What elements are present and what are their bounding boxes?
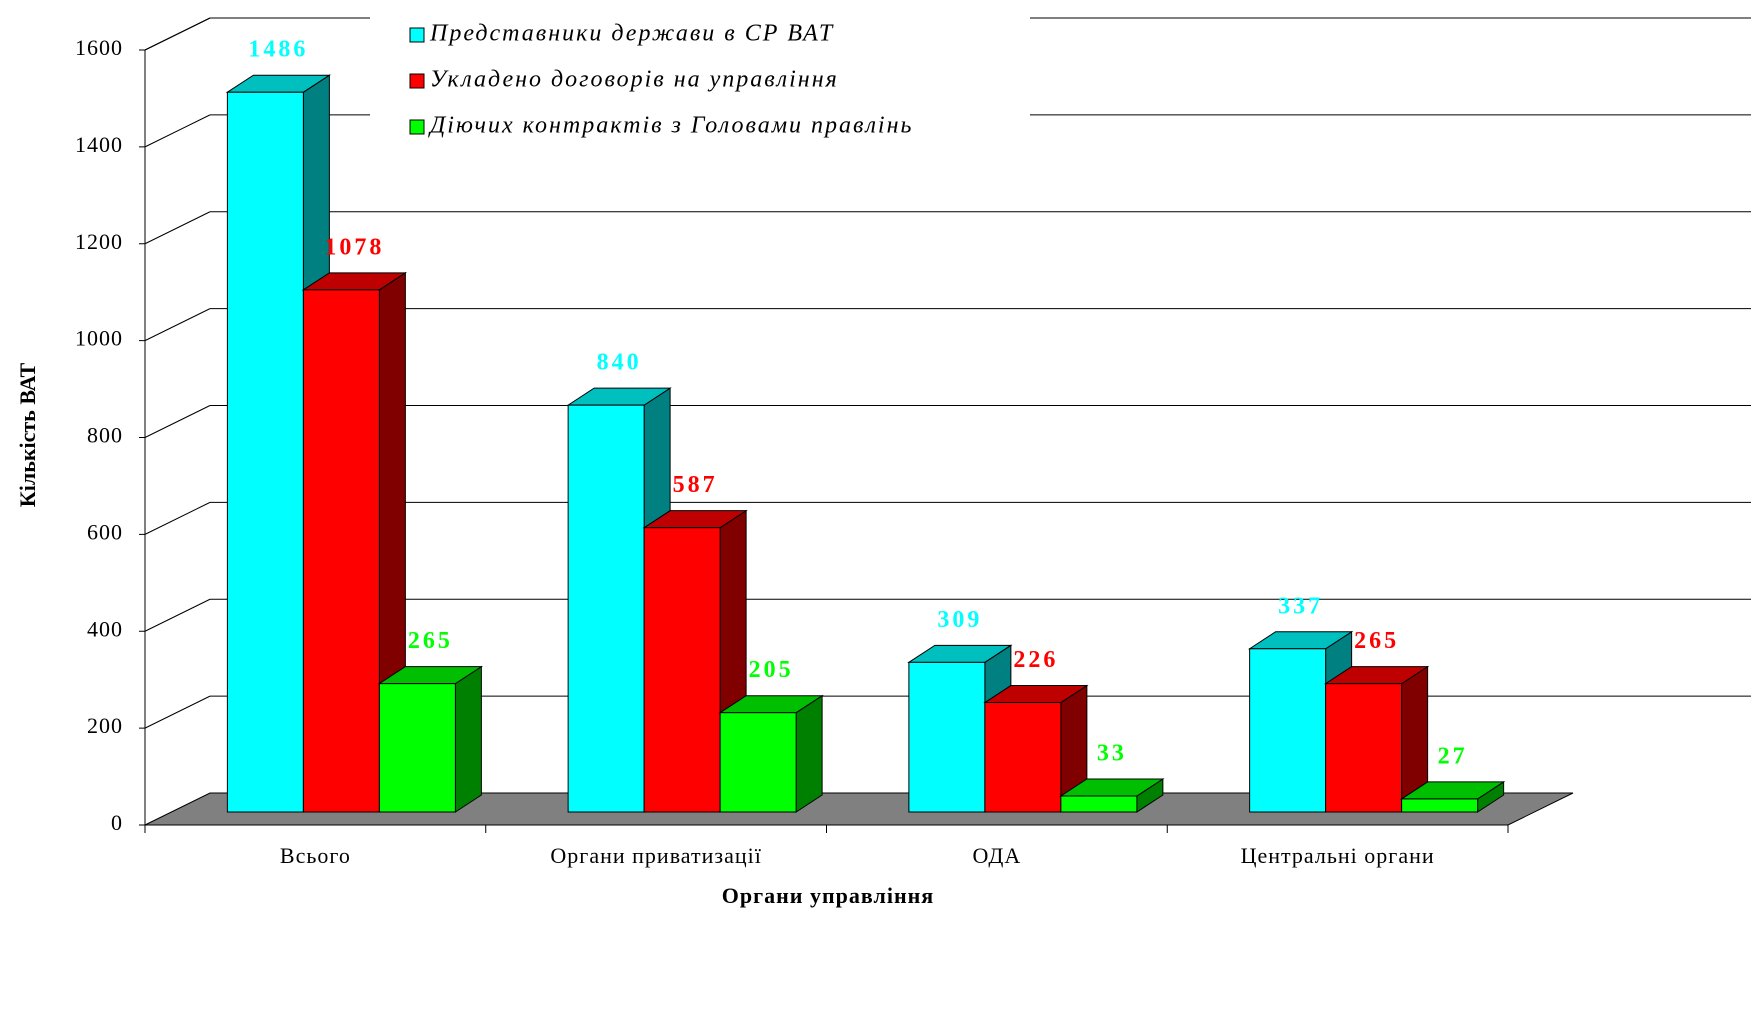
value-label: 27: [1438, 743, 1468, 769]
bar-front: [1325, 683, 1403, 813]
grid-line-side: [144, 308, 211, 342]
value-label: 309: [937, 607, 982, 633]
grid-line-side: [144, 211, 211, 245]
legend-label: Представники держави в СР ВАТ: [429, 21, 834, 47]
y-axis-back: [144, 17, 211, 51]
bar: [718, 694, 824, 813]
x-tick-label: Всього: [280, 843, 351, 868]
value-label: 337: [1278, 593, 1323, 619]
bar-front: [719, 712, 797, 813]
x-tick-label: Центральні органи: [1241, 843, 1435, 868]
legend-swatch: [409, 119, 425, 135]
bar: [1323, 665, 1430, 813]
value-label: 265: [408, 628, 453, 654]
x-axis-title: Органи управління: [722, 883, 934, 908]
bar-front: [1401, 798, 1479, 813]
bar-front: [908, 661, 986, 813]
grid-line-side: [144, 598, 211, 632]
y-axis-title: Кількість ВАТ: [15, 362, 40, 507]
value-label: 1078: [324, 234, 384, 260]
legend-bg: [370, 12, 1030, 147]
legend-swatch: [409, 73, 425, 89]
bar-front: [1060, 795, 1138, 813]
bar: [1399, 780, 1506, 813]
bar-front: [302, 289, 380, 813]
value-label: 587: [673, 472, 718, 498]
grid-line-side: [144, 501, 211, 535]
y-tick-label: 1000: [75, 326, 123, 351]
value-label: 840: [597, 350, 642, 376]
x-tick-label: ОДА: [973, 843, 1022, 868]
bar-front: [378, 683, 456, 813]
value-label: 205: [749, 657, 794, 683]
value-label: 265: [1354, 628, 1399, 654]
legend-label: Укладено договорів на управління: [430, 67, 839, 93]
bar-front: [1249, 648, 1327, 813]
value-label: 33: [1097, 741, 1127, 767]
y-tick-label: 0: [111, 810, 123, 835]
grid-line-side: [144, 405, 211, 438]
grid-line-side: [144, 695, 211, 729]
y-tick-label: 1400: [75, 132, 123, 157]
value-label: 226: [1013, 647, 1058, 673]
bar: [983, 684, 1089, 813]
y-tick-label: 1200: [75, 229, 123, 254]
legend-label: Діючих контрактів з Головами правлінь: [428, 113, 913, 139]
y-tick-label: 400: [87, 616, 123, 641]
bar-front: [984, 702, 1062, 813]
bar-front: [567, 404, 645, 813]
bar-front: [226, 91, 304, 813]
y-tick-label: 800: [87, 423, 123, 448]
bar: [1059, 778, 1165, 813]
bar-front: [643, 527, 721, 813]
bar-side: [795, 694, 823, 813]
y-tick-label: 200: [87, 713, 123, 738]
y-tick-label: 600: [87, 519, 123, 544]
x-tick-label: Органи приватизації: [550, 843, 761, 868]
grid-line-side: [144, 114, 211, 148]
bar: [377, 665, 484, 813]
y-tick-label: 1600: [75, 35, 123, 60]
bar-side: [454, 665, 482, 813]
legend-swatch: [409, 27, 425, 43]
value-label: 1486: [248, 37, 308, 63]
